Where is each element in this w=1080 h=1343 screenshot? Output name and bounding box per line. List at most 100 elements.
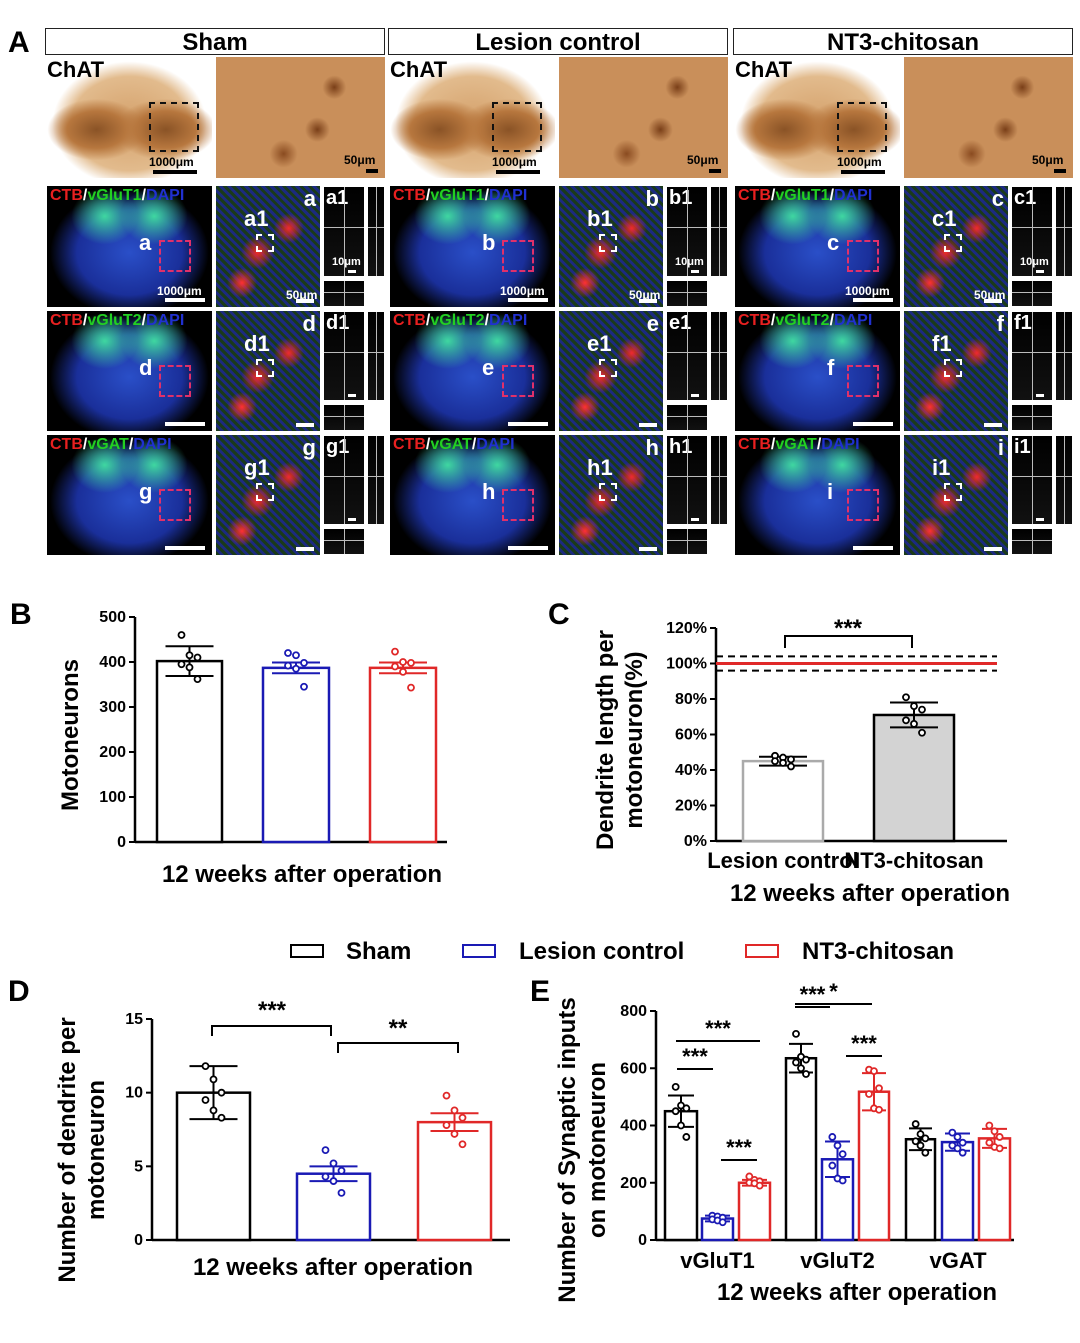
inset-box (256, 359, 274, 377)
scale-bar (153, 170, 197, 174)
region-letter: d (302, 311, 316, 336)
scale-bar (984, 423, 1002, 427)
scale-bar (984, 547, 1002, 551)
data-point (458, 1140, 467, 1149)
region-letter: h (482, 479, 496, 504)
scale-label: 1000μm (157, 284, 202, 298)
data-point (910, 719, 918, 728)
orthogonal-xy-image: g1 (323, 435, 365, 525)
data-point (458, 1113, 467, 1122)
region-letter: a (303, 186, 316, 211)
data-point (300, 682, 308, 691)
y-tick-label: 500 (99, 609, 126, 626)
data-point (177, 660, 186, 669)
inset-letter: i1 (932, 455, 951, 480)
chat-label: ChAT (47, 57, 105, 82)
y-tick-label: 20% (675, 798, 707, 815)
region-letter: h (645, 435, 659, 460)
scale-bar (366, 169, 378, 173)
y-tick-label: 40% (675, 762, 707, 779)
y-tick-label: 5 (134, 1158, 143, 1175)
category-label: vGAT (929, 1248, 987, 1273)
scale-bar (296, 299, 314, 303)
y-tick-label: 400 (99, 654, 126, 671)
data-point (300, 659, 308, 667)
scale-bar (296, 423, 314, 427)
region-box (159, 240, 191, 272)
scale-bar (841, 170, 885, 174)
data-point (407, 683, 415, 692)
stain-label: CTB/vGluT2/DAPI (393, 312, 528, 329)
data-point (958, 1148, 967, 1157)
fluorescence-overview-image: CTB/vGluT2/DAPI d (47, 311, 212, 431)
data-point (865, 1090, 873, 1098)
significance-label: *** (726, 1135, 752, 1160)
data-point (329, 1177, 338, 1185)
orthogonal-xy-image: i1 (1011, 435, 1053, 525)
scale-bar (853, 422, 893, 426)
scale-label: 1000μm (492, 155, 537, 169)
data-point (916, 1130, 925, 1138)
inset-letter: h1 (587, 455, 613, 480)
region-letter: d (139, 355, 153, 380)
data-point (337, 1166, 346, 1175)
data-point (682, 1104, 691, 1113)
data-point (828, 1161, 837, 1170)
scale-bar (691, 394, 699, 397)
orthogonal-xz-image (666, 528, 708, 555)
legend-label: Sham (346, 938, 412, 965)
bar (663, 1109, 699, 1242)
inset-box (944, 483, 962, 501)
scale-bar (296, 547, 314, 551)
region-letter: g (139, 479, 153, 504)
panel-letter-c: C (548, 598, 570, 631)
orthogonal-xz-image (1011, 528, 1053, 555)
orthogonal-xz-image (323, 404, 365, 431)
data-point (718, 1218, 727, 1227)
x-axis-label: 12 weeks after operation (193, 1254, 473, 1281)
category-label: Lesion control (707, 848, 859, 873)
scale-bar (348, 270, 356, 273)
fluorescence-overview-image: CTB/vGluT1/DAPI c 1000μm (735, 186, 900, 307)
panel-letter-b: B (10, 598, 32, 631)
significance-label: *** (851, 1031, 877, 1056)
scale-label: 10μm (1020, 256, 1049, 268)
data-point (918, 705, 926, 714)
y-tick-label: 200 (99, 744, 126, 761)
significance-label: *** (800, 982, 826, 1007)
data-point (918, 728, 926, 737)
data-point (985, 1121, 994, 1130)
inset-letter: e1 (587, 331, 612, 356)
inset-letter: f1 (1014, 312, 1032, 334)
data-point (201, 1062, 210, 1071)
y-axis-label-line: motoneuron(%) (621, 651, 648, 828)
inset-letter: f1 (932, 331, 952, 356)
data-point (755, 1181, 764, 1190)
data-point (217, 1113, 226, 1122)
region-box (159, 489, 191, 521)
orthogonal-yz-image (1055, 186, 1073, 277)
data-point (990, 1127, 999, 1136)
inset-letter: d1 (244, 331, 270, 356)
region-letter: i (997, 435, 1004, 460)
scale-label: 1000μm (149, 155, 194, 169)
data-point (284, 661, 292, 670)
data-point (902, 693, 910, 702)
scale-label: 1000μm (845, 284, 890, 298)
scale-bar (508, 422, 548, 426)
orthogonal-xz-image (1011, 404, 1053, 431)
fluorescence-overview-image: CTB/vGAT/DAPI i (735, 435, 900, 555)
data-point (771, 757, 779, 766)
chat-zoom-image: 50μm (216, 57, 385, 178)
scale-label: 50μm (687, 153, 719, 167)
data-point (792, 1058, 800, 1067)
y-tick-label: 0 (638, 1232, 647, 1249)
legend-swatch (745, 944, 779, 958)
data-point (802, 1070, 810, 1078)
group-header: NT3-chitosan (733, 28, 1073, 56)
y-tick-label: 15 (125, 1011, 143, 1028)
data-point (902, 716, 910, 725)
data-point (828, 1133, 837, 1141)
region-letter: f (996, 311, 1004, 336)
